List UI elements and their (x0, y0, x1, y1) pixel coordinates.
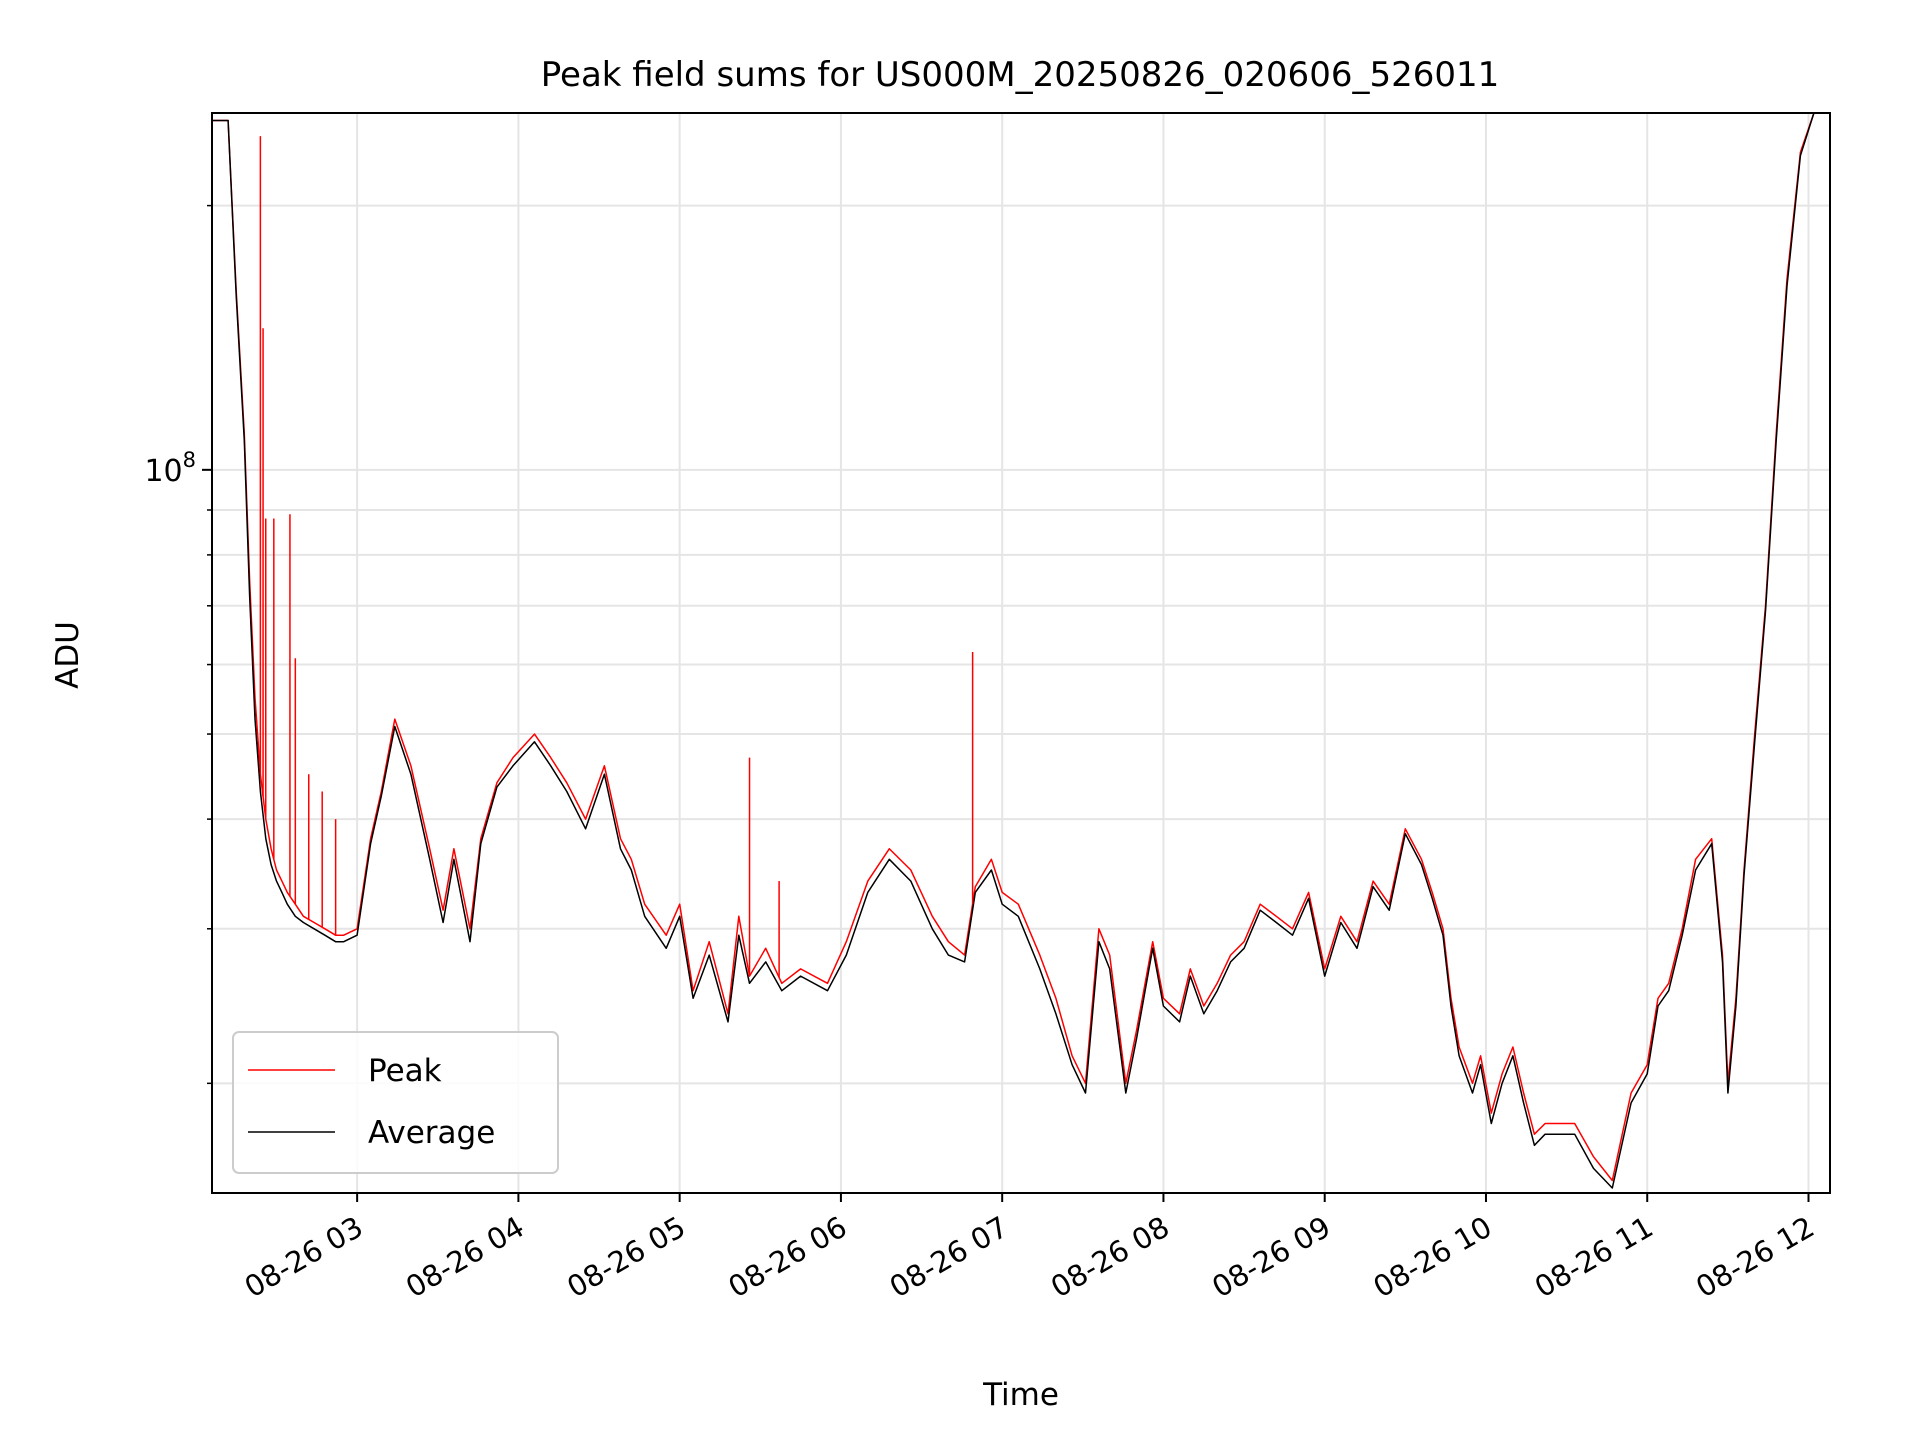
y-axis-label: ADU (50, 621, 86, 689)
y-tick-label: 108 (144, 448, 196, 489)
x-axis-label: Time (982, 1377, 1059, 1413)
plot-frame (211, 112, 1831, 1194)
series-line-average (212, 113, 1820, 1189)
chart-title: Peak field sums for US000M_20250826_0206… (541, 55, 1500, 95)
legend-box (232, 1031, 559, 1174)
grid-lines (212, 113, 1830, 1193)
plot-lines (212, 113, 1820, 1189)
legend-label-peak: Peak (368, 1053, 442, 1089)
legend-label-average: Average (368, 1115, 495, 1151)
y-axis-ticks: 108 (144, 204, 212, 1085)
series-line-peak (212, 113, 1820, 1182)
legend: Peak Average (232, 1031, 559, 1174)
